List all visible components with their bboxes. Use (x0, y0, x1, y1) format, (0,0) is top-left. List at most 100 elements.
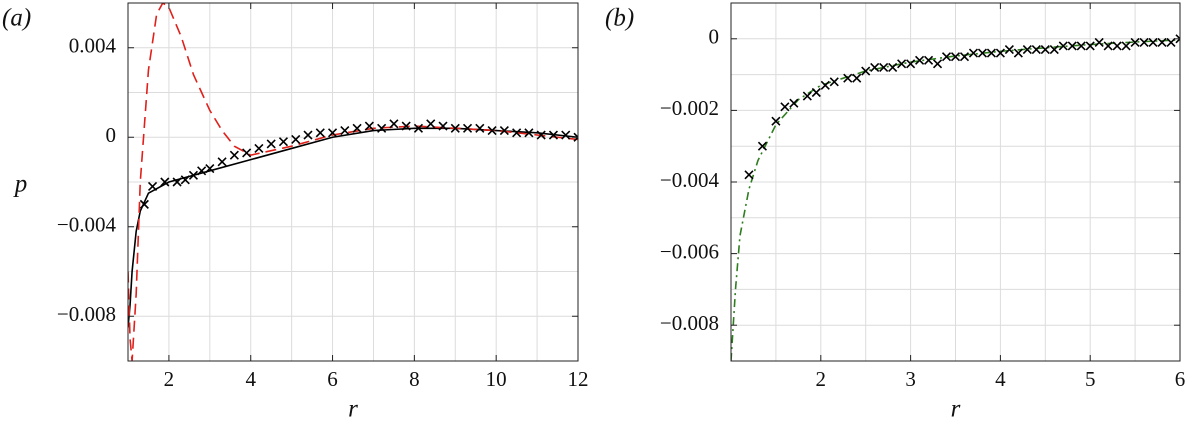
data-point (757, 141, 767, 151)
data-point (1031, 44, 1041, 55)
data-point (524, 128, 534, 138)
data-point (941, 52, 952, 62)
y-tick-label: −0.008 (57, 302, 116, 326)
data-point (1103, 41, 1113, 51)
data-point (139, 199, 149, 209)
data-point (995, 48, 1005, 58)
data-point (897, 59, 907, 69)
data-point (861, 66, 871, 76)
data-point (180, 175, 190, 185)
data-point (327, 128, 338, 138)
x-tick-label: 5 (1085, 367, 1096, 391)
data-point (1157, 37, 1167, 47)
data-point (1058, 41, 1068, 51)
data-point (1166, 37, 1176, 47)
data-point (450, 123, 460, 133)
data-point (780, 102, 790, 112)
data-point (915, 55, 925, 65)
panel-label: (a) (2, 5, 31, 32)
data-point (802, 91, 812, 101)
x-tick-label: 6 (1175, 367, 1186, 391)
data-point (888, 62, 898, 73)
data-point (1121, 41, 1131, 51)
data-point (1094, 37, 1104, 47)
x-tick-label: 3 (905, 367, 916, 391)
data-point (426, 119, 436, 129)
data-point (205, 164, 215, 174)
y-tick-label: −0.002 (660, 96, 719, 120)
data-point (789, 98, 799, 108)
data-point (278, 137, 289, 147)
data-point (229, 150, 239, 160)
data-point (573, 132, 578, 142)
data-point (352, 123, 362, 133)
data-point (266, 139, 276, 149)
panel-label: (b) (605, 5, 634, 32)
data-point (462, 123, 473, 133)
data-point (475, 123, 485, 133)
data-line (128, 3, 578, 361)
x-tick-label: 4 (245, 367, 256, 391)
data-point (487, 125, 497, 136)
data-point (217, 157, 227, 167)
data-point (1022, 44, 1032, 55)
data-point (315, 128, 325, 138)
data-point (870, 62, 880, 73)
data-point (820, 80, 830, 90)
data-point (1013, 48, 1023, 58)
plot-area (731, 34, 1180, 361)
data-point (950, 52, 961, 62)
data-point (548, 130, 559, 140)
data-point (1085, 41, 1095, 51)
data-point (1067, 41, 1077, 51)
x-tick-label: 6 (327, 367, 338, 391)
data-point (512, 128, 522, 138)
y-tick-label: 0 (106, 123, 117, 147)
y-tick-label: 0 (709, 25, 720, 49)
data-point (1112, 41, 1122, 51)
data-point (968, 48, 979, 58)
x-tick-label: 12 (568, 367, 589, 391)
data-point (771, 116, 781, 126)
data-point (364, 121, 374, 131)
data-point (291, 134, 301, 145)
y-tick-label: −0.006 (660, 239, 719, 263)
data-point (811, 87, 821, 98)
data-point (438, 121, 448, 131)
data-point (986, 48, 996, 58)
data-point (843, 73, 853, 83)
x-axis-label: r (348, 396, 358, 423)
y-tick-label: −0.008 (660, 311, 719, 335)
data-point (242, 148, 252, 158)
data-point (377, 123, 387, 133)
data-point (172, 177, 182, 187)
data-point (879, 62, 889, 73)
data-point (197, 166, 207, 176)
y-axis-label: p (13, 171, 28, 198)
data-point (852, 73, 862, 83)
data-line (128, 127, 578, 328)
data-point (829, 77, 839, 87)
data-point (536, 130, 546, 140)
data-point (254, 143, 264, 154)
x-tick-label: 2 (816, 367, 827, 391)
data-point (1040, 44, 1050, 55)
axes-frame (127, 2, 579, 362)
data-point (561, 130, 571, 140)
data-point (303, 130, 313, 140)
x-tick-label: 10 (486, 367, 507, 391)
x-tick-label: 8 (409, 367, 420, 391)
y-tick-label: −0.004 (57, 213, 117, 237)
data-point (923, 55, 934, 65)
data-point (1130, 37, 1140, 47)
data-point (932, 59, 943, 69)
data-point (977, 48, 988, 58)
data-point (188, 170, 199, 180)
data-point (1004, 44, 1014, 55)
data-point (1076, 41, 1086, 51)
data-point (1049, 44, 1059, 55)
data-point (959, 52, 970, 62)
data-point (1139, 37, 1149, 47)
data-line (731, 39, 1180, 361)
